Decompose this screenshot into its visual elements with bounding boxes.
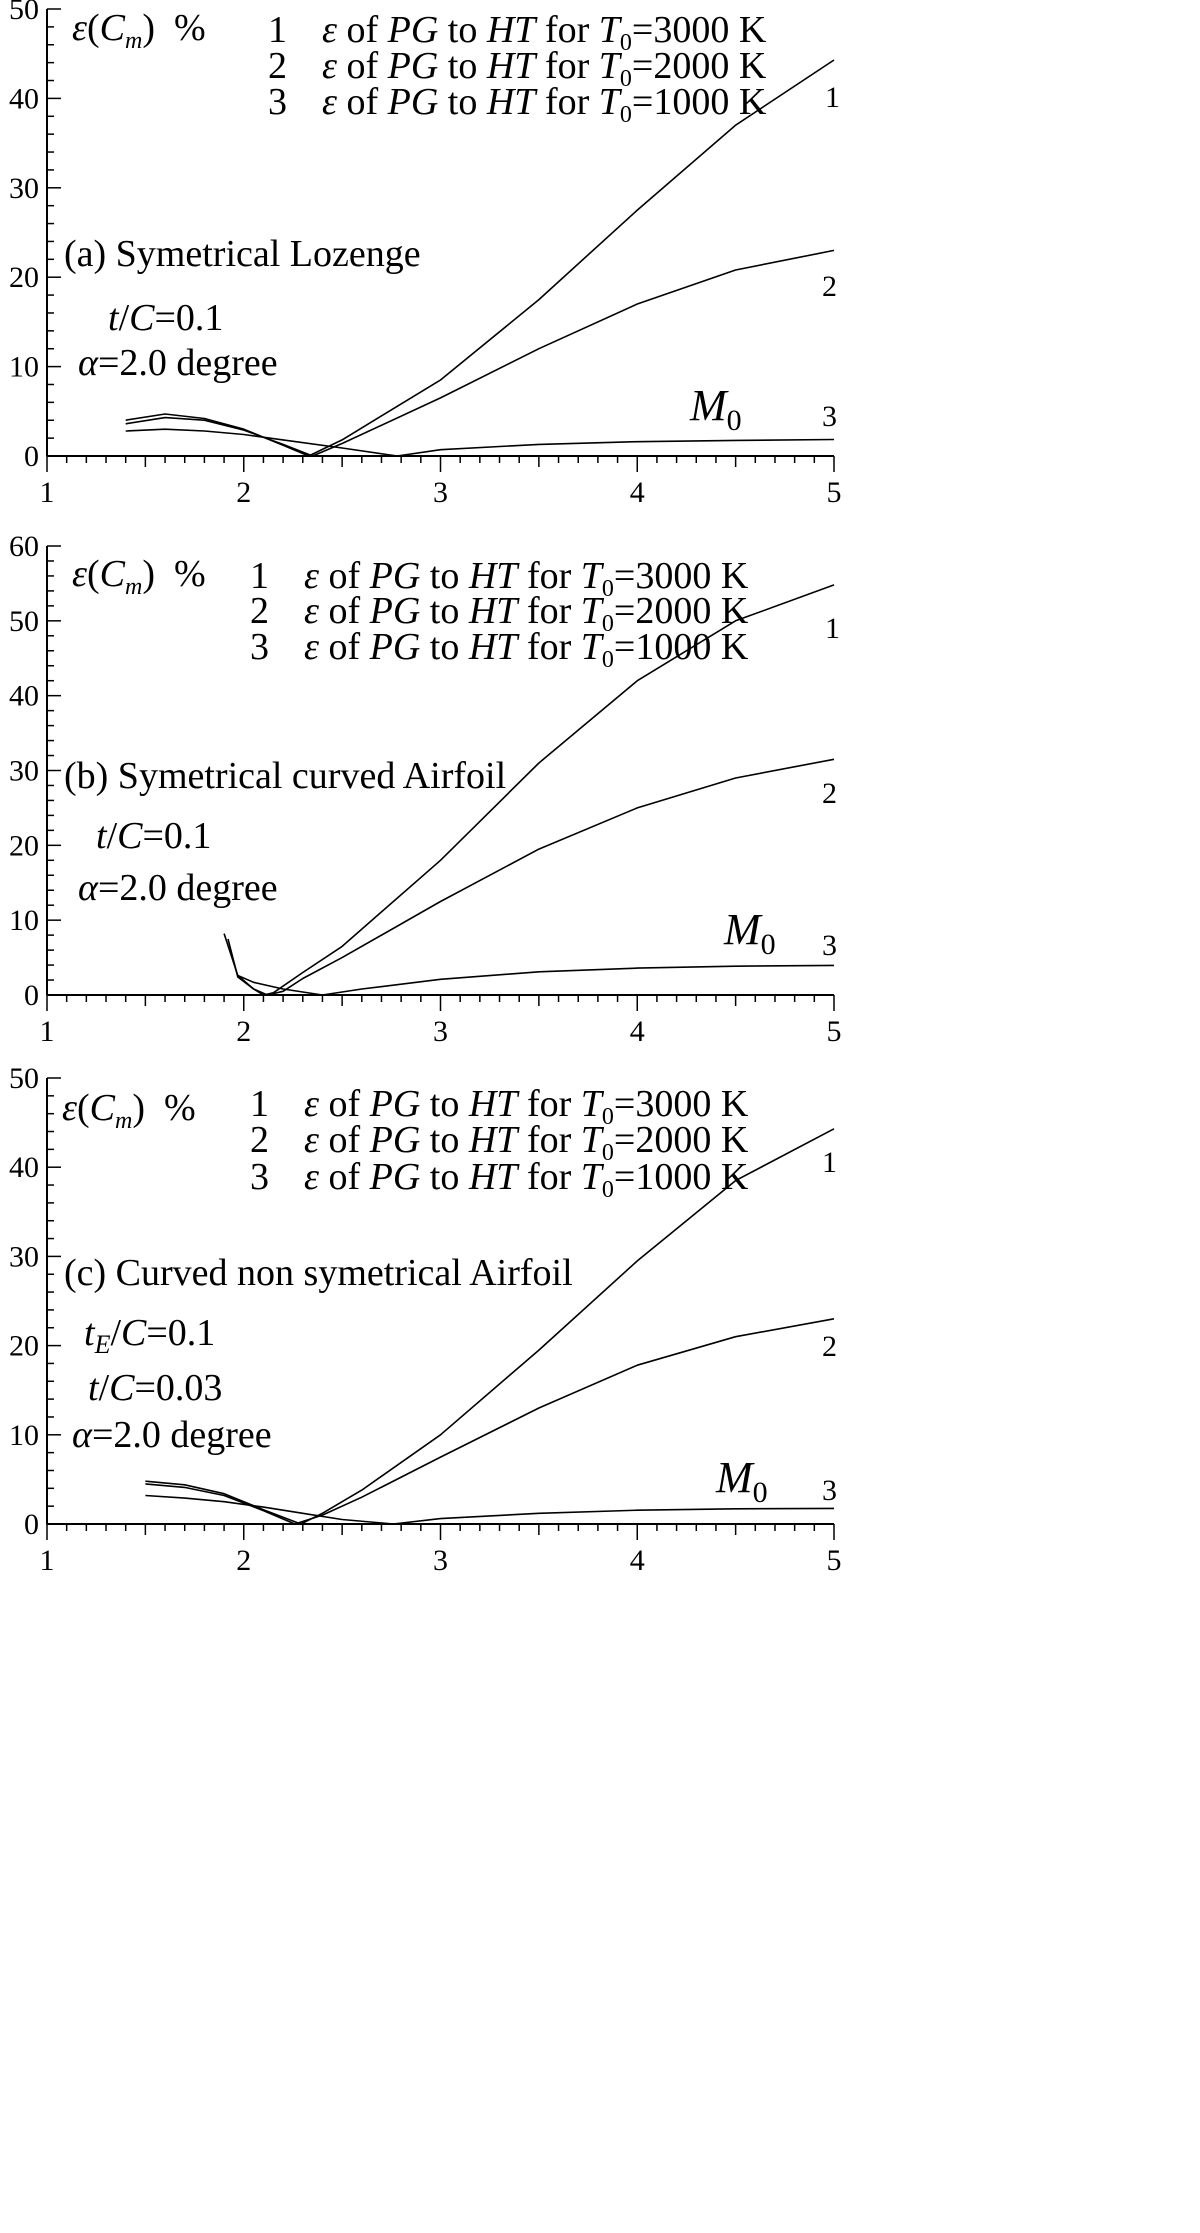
legend-entry: ε of PG to HT for T0=3000 K [322,9,767,56]
x-tick-label: 4 [630,1544,645,1577]
x-tick-label: 1 [40,1015,55,1048]
x-axis-label: M0 [723,905,776,961]
parameter-label: α=2.0 degree [78,867,278,909]
series-line-3 [237,964,835,996]
legend-entry: ε of PG to HT for T0=2000 K [322,45,767,92]
x-tick-label: 2 [236,1544,251,1577]
legend-number: 1 [250,1083,269,1125]
x-tick-label: 5 [827,476,842,509]
y-tick-label: 10 [9,351,39,384]
legend-number: 3 [250,1156,269,1198]
x-axis-label: M0 [715,1453,768,1509]
series-line-1 [145,1128,835,1525]
legend-entry: ε of PG to HT for T0=2000 K [304,1119,749,1166]
legend-entry: ε of PG to HT for T0=1000 K [304,1156,749,1203]
series-line-3 [125,428,835,457]
parameter-label: t/C=0.1 [96,815,211,857]
legend-entry: ε of PG to HT for T0=3000 K [304,555,749,602]
curve-label-1: 1 [822,1146,837,1179]
legend-number: 2 [268,45,287,87]
legend-number: 2 [250,590,269,632]
parameter-label: tE/C=0.1 [84,1312,215,1359]
legend-number: 3 [268,81,287,123]
curve-label-2: 2 [822,777,837,810]
y-tick-label: 30 [9,1240,39,1273]
series-line-1 [125,59,835,457]
curve-label-2: 2 [822,270,837,303]
legend-number: 1 [250,555,269,597]
curve-label-1: 1 [825,612,840,645]
legend-number: 1 [268,9,287,51]
legend-number: 2 [250,1119,269,1161]
y-tick-label: 0 [24,1508,39,1541]
y-tick-label: 10 [9,1419,39,1452]
x-axis-label: M0 [689,381,742,437]
x-tick-label: 3 [433,1544,448,1577]
x-tick-label: 1 [40,476,55,509]
y-tick-label: 40 [9,82,39,115]
y-axis-label: ε(Cm) % [72,7,206,54]
series-line-3 [145,1494,835,1525]
parameter-label: α=2.0 degree [72,1414,272,1456]
x-tick-label: 1 [40,1544,55,1577]
x-tick-label: 3 [433,1015,448,1048]
parameter-label: t/C=0.1 [108,297,223,339]
curve-label-3: 3 [822,1474,837,1507]
y-axis-label: ε(Cm) % [72,553,206,600]
y-axis-label: ε(Cm) % [62,1087,196,1134]
panel-title: (c) Curved non symetrical Airfoil [64,1252,573,1294]
curve-label-3: 3 [822,400,837,433]
y-tick-label: 30 [9,755,39,788]
y-tick-label: 20 [9,1330,39,1363]
x-tick-label: 2 [236,1015,251,1048]
x-tick-label: 5 [827,1015,842,1048]
x-tick-label: 4 [630,1015,645,1048]
legend-entry: ε of PG to HT for T0=1000 K [322,81,767,128]
y-tick-label: 0 [24,440,39,473]
x-tick-label: 4 [630,476,645,509]
x-tick-label: 3 [433,476,448,509]
x-tick-label: 2 [236,476,251,509]
series-line-2 [227,758,835,996]
y-tick-label: 20 [9,829,39,862]
y-tick-label: 40 [9,680,39,713]
y-tick-label: 60 [9,530,39,563]
curve-label-2: 2 [822,1330,837,1363]
series-line-2 [125,249,835,457]
y-tick-label: 0 [24,979,39,1012]
parameter-label: α=2.0 degree [78,342,278,384]
curve-label-1: 1 [825,81,840,114]
y-tick-label: 20 [9,261,39,294]
panel-title: (a) Symetrical Lozenge [64,233,421,275]
y-tick-label: 50 [9,605,39,638]
y-tick-label: 50 [9,0,39,26]
legend-entry: ε of PG to HT for T0=1000 K [304,626,749,673]
y-tick-label: 30 [9,172,39,205]
y-tick-label: 10 [9,904,39,937]
legend-entry: ε of PG to HT for T0=3000 K [304,1083,749,1130]
panel-title: (b) Symetrical curved Airfoil [64,755,506,797]
parameter-label: t/C=0.03 [88,1367,222,1409]
legend-number: 3 [250,626,269,668]
series-line-2 [145,1318,835,1525]
y-tick-label: 40 [9,1151,39,1184]
curve-label-3: 3 [822,929,837,962]
x-tick-label: 5 [827,1544,842,1577]
legend-entry: ε of PG to HT for T0=2000 K [304,590,749,637]
y-tick-label: 50 [9,1062,39,1095]
